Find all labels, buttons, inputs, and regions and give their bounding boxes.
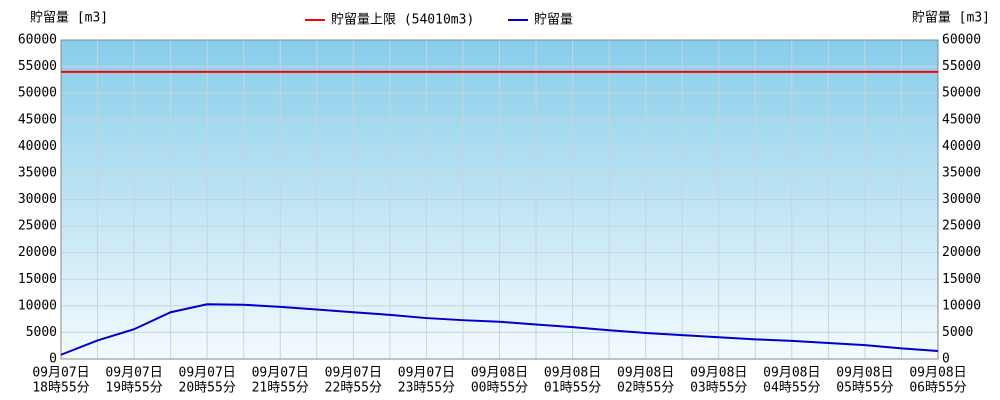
legend-label: 貯留量 <box>534 13 573 28</box>
x-tick-label: 03時55分 <box>690 381 747 396</box>
x-tick-label: 09月07日 <box>325 366 382 381</box>
legend-label: 貯留量上限 (54010m3) <box>331 13 474 28</box>
x-tick-label: 18時55分 <box>32 381 89 396</box>
y2-tick-label: 50000 <box>942 86 981 101</box>
x-tick-label: 01時55分 <box>544 381 601 396</box>
y-tick-label: 35000 <box>18 165 57 180</box>
x-tick-label: 09月07日 <box>32 366 89 381</box>
y2-tick-label: 10000 <box>942 298 981 313</box>
y2-tick-label: 15000 <box>942 272 981 287</box>
y-tick-label: 50000 <box>18 86 57 101</box>
y2-tick-label: 35000 <box>942 165 981 180</box>
x-tick-label: 09月08日 <box>471 366 528 381</box>
x-tick-label: 00時55分 <box>471 381 528 396</box>
x-tick-label: 19時55分 <box>105 381 162 396</box>
y2-tick-label: 20000 <box>942 245 981 260</box>
x-tick-label: 09月08日 <box>690 366 747 381</box>
x-tick-label: 09月08日 <box>617 366 674 381</box>
data-line <box>60 303 939 356</box>
y-tick-label: 55000 <box>18 59 57 74</box>
x-tick-label: 21時55分 <box>252 381 309 396</box>
x-tick-label: 20時55分 <box>179 381 236 396</box>
x-tick-label: 04時55分 <box>763 381 820 396</box>
y-tick-label: 0 <box>49 352 57 367</box>
y-tick-label: 5000 <box>26 325 57 340</box>
y-tick-label: 30000 <box>18 192 57 207</box>
y2-axis-title: 貯留量 [m3] <box>912 11 990 26</box>
x-tick-label: 09月08日 <box>836 366 893 381</box>
y-tick-label: 25000 <box>18 219 57 234</box>
y2-tick-label: 40000 <box>942 139 981 154</box>
y2-tick-label: 0 <box>942 352 950 367</box>
plot-border <box>60 39 939 360</box>
y-axis-title: 貯留量 [m3] <box>30 11 108 26</box>
y-tick-label: 15000 <box>18 272 57 287</box>
y2-tick-label: 55000 <box>942 59 981 74</box>
x-tick-label: 09月08日 <box>544 366 601 381</box>
x-tick-label: 09月07日 <box>105 366 162 381</box>
y2-tick-label: 60000 <box>942 33 981 48</box>
x-tick-label: 23時55分 <box>398 381 455 396</box>
y-tick-label: 45000 <box>18 112 57 127</box>
y-tick-label: 20000 <box>18 245 57 260</box>
y-tick-label: 40000 <box>18 139 57 154</box>
x-tick-label: 05時55分 <box>836 381 893 396</box>
y2-tick-label: 25000 <box>942 219 981 234</box>
y2-tick-label: 5000 <box>942 325 973 340</box>
y-tick-label: 10000 <box>18 298 57 313</box>
y-tick-label: 60000 <box>18 33 57 48</box>
y2-tick-label: 30000 <box>942 192 981 207</box>
x-tick-label: 09月07日 <box>398 366 455 381</box>
y2-tick-label: 45000 <box>942 112 981 127</box>
x-tick-label: 06時55分 <box>909 381 966 396</box>
x-tick-label: 09月07日 <box>179 366 236 381</box>
x-tick-label: 09月08日 <box>763 366 820 381</box>
x-tick-label: 09月08日 <box>909 366 966 381</box>
x-tick-label: 22時55分 <box>325 381 382 396</box>
x-tick-label: 09月07日 <box>252 366 309 381</box>
x-tick-label: 02時55分 <box>617 381 674 396</box>
